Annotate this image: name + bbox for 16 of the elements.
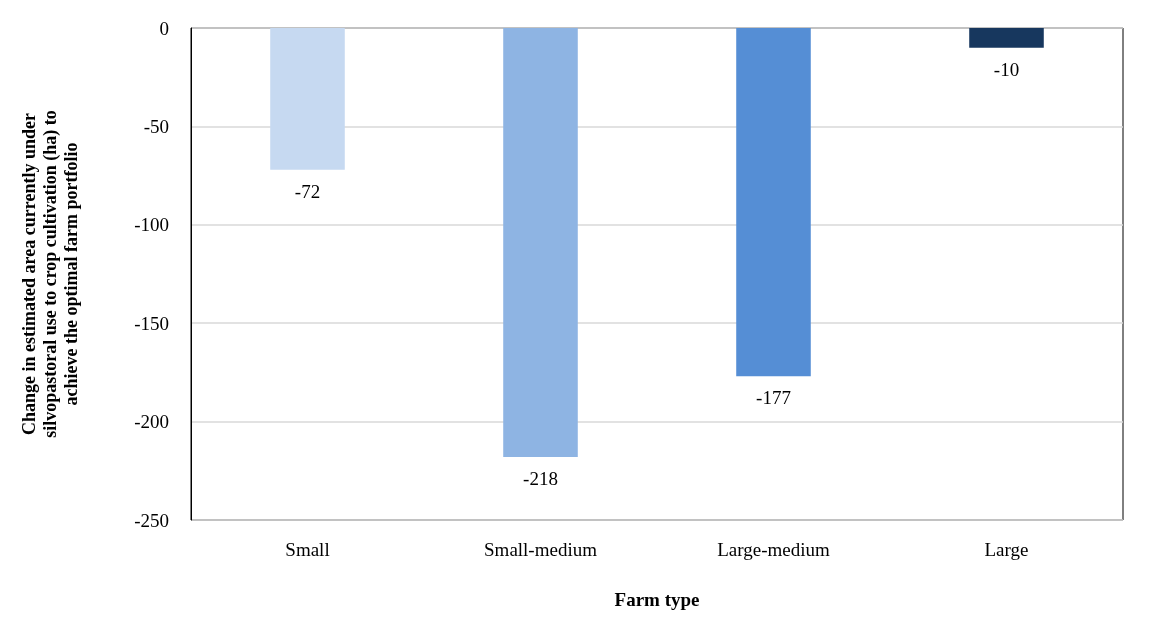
x-tick-label: Large-medium bbox=[717, 539, 830, 560]
y-tick-label: -150 bbox=[134, 312, 169, 334]
x-axis-title: Farm type bbox=[614, 589, 700, 610]
data-label: -218 bbox=[523, 468, 558, 490]
y-tick-label: -250 bbox=[134, 509, 169, 531]
y-tick-label: -200 bbox=[134, 411, 169, 433]
y-axis-title: Change in estimated area currently under silvopastoral use to crop cultivation (ha) to achieve the optimal farm portfolio bbox=[18, 110, 81, 438]
x-tick-label: Large bbox=[984, 539, 1029, 560]
data-label: -10 bbox=[993, 58, 1020, 80]
data-label: -177 bbox=[756, 387, 791, 409]
y-tick-label: 0 bbox=[159, 17, 169, 39]
y-tick-label: -100 bbox=[134, 214, 169, 236]
x-tick-label: Small-medium bbox=[484, 539, 598, 560]
y-tick-label: -50 bbox=[143, 115, 169, 137]
x-tick-label: Small bbox=[285, 539, 330, 560]
data-label: -72 bbox=[294, 180, 321, 202]
